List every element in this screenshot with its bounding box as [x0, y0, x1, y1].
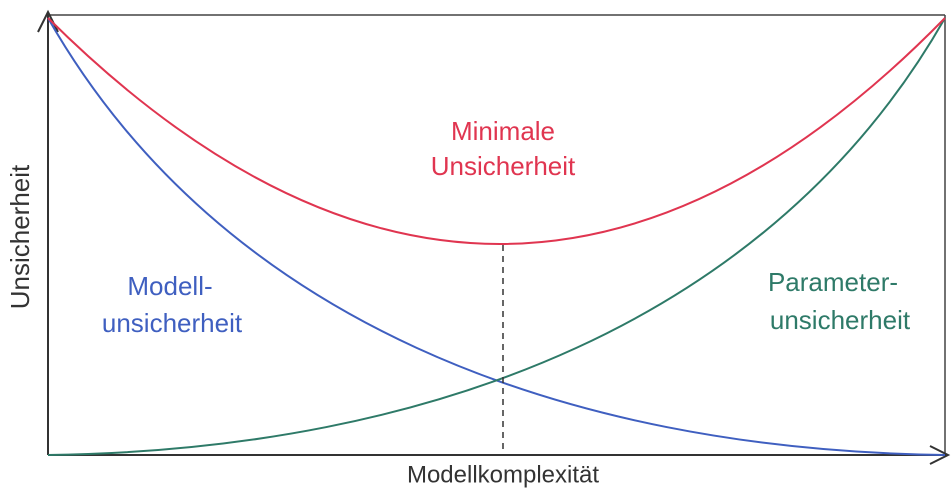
parameter-label: Parameter- — [768, 267, 898, 297]
y-axis-label: Unsicherheit — [5, 164, 35, 309]
model-uncertainty-curve — [47, 17, 946, 456]
parameter-uncertainty-curve — [47, 17, 946, 456]
model-label: Modell- — [127, 271, 212, 301]
minimum-label: Minimale — [451, 116, 555, 146]
total-uncertainty-curve — [47, 17, 946, 245]
model-label: unsicherheit — [102, 308, 243, 338]
x-axis-arrow — [929, 445, 951, 465]
x-axis-label: Modellkomplexität — [407, 461, 599, 488]
minimum-label: Unsicherheit — [431, 151, 576, 181]
parameter-label: unsicherheit — [770, 305, 911, 335]
